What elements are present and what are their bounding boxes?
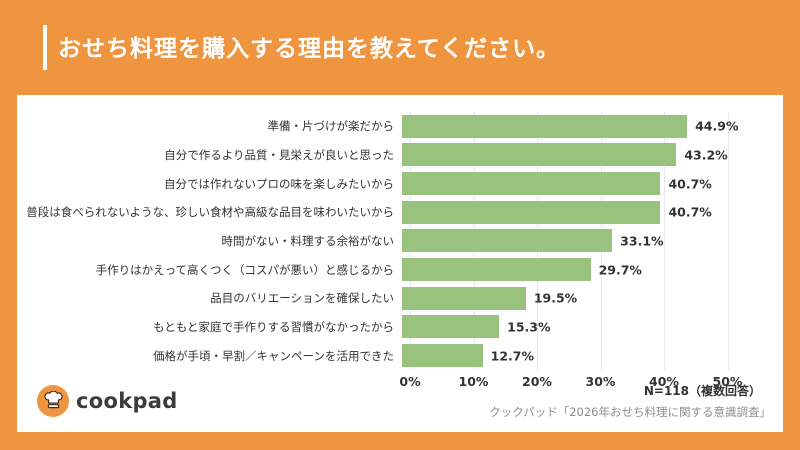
chart-row: 価格が手頃・早割／キャンペーンを活用できた 12.7% (17, 341, 783, 370)
x-axis-tick: 0% (399, 374, 421, 389)
bar (402, 200, 661, 224)
x-axis-tick: 20% (522, 374, 552, 389)
bar (402, 114, 688, 138)
bar-track: 43.2% (402, 143, 783, 167)
value-label: 29.7% (598, 262, 642, 278)
bar-track: 29.7% (402, 258, 783, 282)
category-label: 手作りはかえって高くつく（コスパが悪い）と感じるから (95, 262, 394, 277)
value-label: 43.2% (684, 147, 728, 163)
category-label: 自分では作れないプロの味を楽しみたいから (164, 176, 394, 191)
chart-row: 自分で作るより品質・見栄えが良いと思った 43.2% (17, 141, 783, 170)
bar (402, 172, 661, 196)
value-label: 40.7% (668, 176, 712, 192)
title-accent-bar (43, 25, 47, 70)
value-label: 40.7% (668, 204, 712, 220)
chart-row: 手作りはかえって高くつく（コスパが悪い）と感じるから 29.7% (17, 255, 783, 284)
bar (402, 229, 613, 253)
value-label: 15.3% (507, 319, 551, 335)
logo-text: cookpad (76, 389, 178, 413)
chef-hat-icon (37, 385, 69, 417)
category-label: 時間がない・料理する余裕がない (221, 233, 395, 248)
bar (402, 315, 500, 339)
x-axis-tick: 40% (649, 374, 679, 389)
gridline (727, 112, 729, 370)
category-label: 価格が手頃・早割／キャンペーンを活用できた (153, 348, 394, 363)
category-label: もともと家庭で手作りする習慣がなかったから (152, 319, 394, 334)
x-axis-tick: 10% (458, 374, 489, 389)
bar-track: 44.9% (402, 114, 783, 138)
source-note: クックパッド「2026年おせち料理に関する意識調査」 (489, 405, 771, 419)
chart-row: 品目のバリエーションを確保したい 19.5% (17, 284, 783, 313)
chart-row: 時間がない・料理する余裕がない 33.1% (17, 227, 783, 256)
chart-row: もともと家庭で手作りする習慣がなかったから 15.3% (17, 313, 783, 342)
value-label: 12.7% (490, 348, 535, 364)
chart-rows: 準備・片づけが楽だから 44.9% 自分で作るより品質・見栄えが良いと思った 43.2… (17, 112, 783, 370)
bar-track: 19.5% (402, 286, 783, 310)
value-label: 19.5% (533, 290, 578, 306)
category-label: 準備・片づけが楽だから (267, 119, 395, 134)
bar (402, 258, 591, 282)
sample-note: N=118（複数回答） (643, 384, 761, 398)
bar (402, 143, 677, 167)
x-axis-tick: 30% (585, 374, 616, 389)
bar (402, 344, 483, 368)
chart-card: 準備・片づけが楽だから 44.9% 自分で作るより品質・見栄えが良いと思った 43.2… (17, 95, 783, 432)
chart-row: 自分では作れないプロの味を楽しみたいから 40.7% (17, 169, 783, 198)
gridline (664, 112, 665, 370)
value-label: 33.1% (620, 233, 664, 249)
category-label: 品目のバリエーションを確保したい (210, 291, 394, 306)
bar (402, 286, 526, 310)
category-label: 普段は食べられないような、珍しい食材や高級な品目を味わいたいから (26, 205, 394, 220)
value-label: 44.9% (695, 118, 739, 134)
bar-track: 33.1% (402, 229, 783, 253)
x-axis-tick: 50% (712, 374, 743, 389)
bar-chart: 準備・片づけが楽だから 44.9% 自分で作るより品質・見栄えが良いと思った 43.2… (17, 112, 783, 389)
bar-track: 12.7% (402, 344, 783, 368)
bar-track: 15.3% (402, 315, 783, 339)
page-title: おせち料理を購入する理由を教えてください。 (58, 36, 561, 62)
chart-row: 普段は食べられないような、珍しい食材や高級な品目を味わいたいから 40.7% (17, 198, 783, 227)
x-axis: 0% 10% 20% 30% 40% 50% (399, 370, 755, 392)
category-label: 自分で作るより品質・見栄えが良いと思った (164, 147, 394, 162)
bar-track: 40.7% (402, 172, 783, 196)
cookpad-logo: cookpad (37, 385, 178, 417)
bar-track: 40.7% (402, 200, 783, 224)
chart-row: 準備・片づけが楽だから 44.9% (17, 112, 783, 141)
